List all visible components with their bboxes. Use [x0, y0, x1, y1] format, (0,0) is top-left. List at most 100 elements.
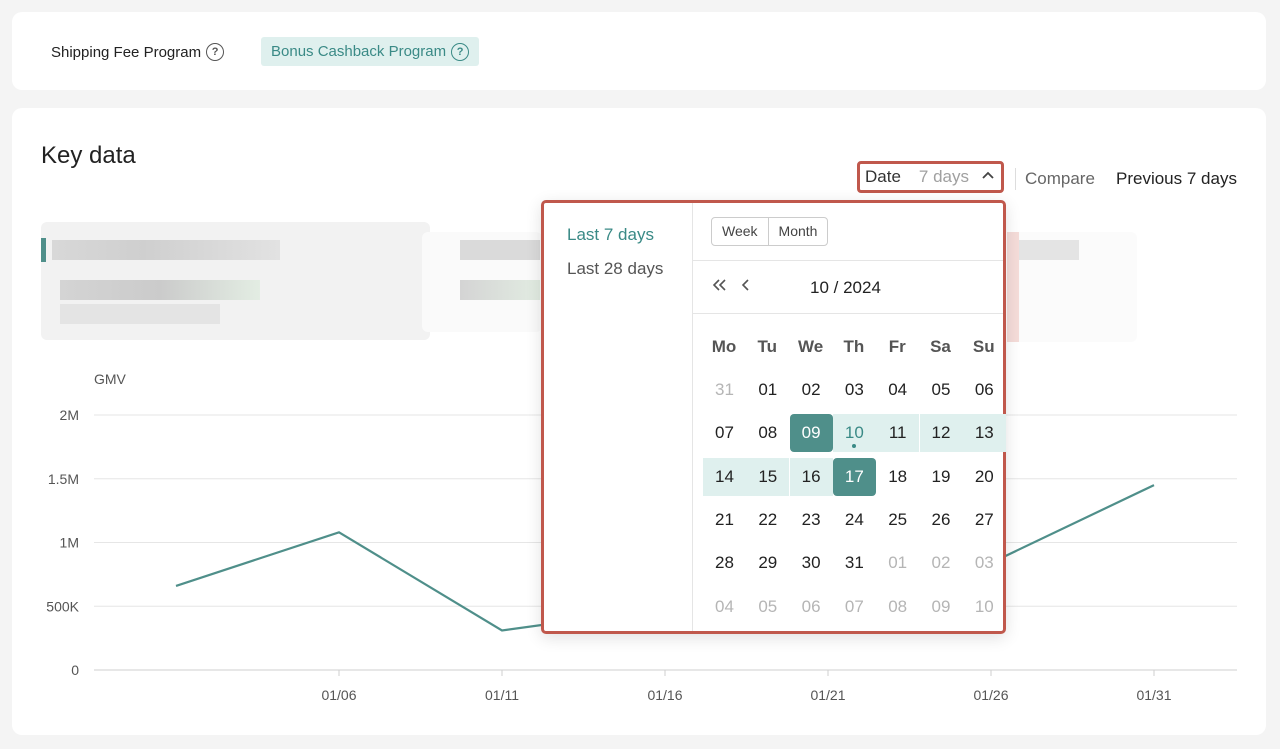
metric-card-blurred: [422, 232, 542, 332]
calendar-day[interactable]: 16: [789, 457, 833, 496]
calendar-day[interactable]: 06: [801, 596, 821, 616]
divider: [692, 313, 1003, 314]
calendar-day[interactable]: 07: [715, 423, 734, 443]
pixelated-block: [460, 280, 540, 300]
calendar-day[interactable]: 26: [931, 509, 951, 529]
compare-label: Compare: [1025, 169, 1095, 188]
program-tabs-card: Shipping Fee Program ? Bonus Cashback Pr…: [12, 12, 1266, 90]
calendar-day[interactable]: 04: [888, 380, 908, 399]
calendar-day[interactable]: 31: [715, 380, 734, 399]
quick-range-last-28-days[interactable]: Last 28 days: [567, 259, 664, 278]
pixelated-block: [52, 240, 280, 260]
divider: [1015, 168, 1016, 190]
calendar-day[interactable]: 22: [758, 509, 778, 529]
calendar-day[interactable]: 29: [758, 553, 778, 573]
y-axis-label: GMV: [94, 371, 127, 387]
date-value: 7 days: [918, 167, 970, 186]
date-range-picker[interactable]: Date 7 days: [857, 161, 1004, 193]
pixelated-block: [1019, 240, 1079, 260]
calendar-day[interactable]: 01: [758, 380, 778, 399]
calendar-day[interactable]: 23: [801, 509, 821, 529]
y-tick-label: 500K: [46, 598, 79, 614]
calendar-day[interactable]: 24: [844, 509, 864, 529]
calendar-day[interactable]: 21: [715, 509, 734, 529]
calendar-day[interactable]: 03: [844, 380, 864, 399]
calendar-month-label: 10 / 2024: [810, 278, 881, 297]
weekday-header: Fr: [888, 337, 906, 356]
tab-shipping-label: Shipping Fee Program: [51, 43, 202, 61]
calendar-day[interactable]: 14: [703, 457, 746, 496]
pixelated-block: [460, 240, 540, 260]
weekday-header: Th: [843, 337, 865, 356]
weekday-header: Mo: [711, 337, 737, 356]
y-tick-label: 0: [71, 662, 79, 678]
metric-accent-bar: [1007, 232, 1019, 342]
calendar-day[interactable]: 15: [746, 457, 790, 496]
divider: [692, 260, 1003, 261]
calendar-day[interactable]: 27: [974, 509, 994, 529]
calendar-day[interactable]: 05: [758, 596, 778, 616]
chevron-left-icon[interactable]: [740, 277, 750, 298]
compare-value-selector[interactable]: Previous 7 days: [1116, 169, 1237, 188]
calendar-day[interactable]: 08: [758, 423, 778, 443]
series-line: [175, 484, 1155, 632]
chevron-up-icon: [981, 169, 995, 186]
calendar-day[interactable]: 06: [974, 380, 994, 399]
quick-range-last-7-days[interactable]: Last 7 days: [567, 225, 654, 244]
calendar-day[interactable]: 28: [715, 553, 734, 573]
weekday-header: Sa: [930, 337, 951, 356]
x-tick-label: 01/11: [485, 687, 519, 703]
tab-shipping-fee-program[interactable]: Shipping Fee Program ?: [51, 43, 225, 61]
calendar-day[interactable]: 30: [801, 553, 821, 573]
tab-bonus-label: Bonus Cashback Program: [271, 43, 447, 60]
calendar-day[interactable]: 03: [974, 553, 994, 573]
week-toggle-button[interactable]: Week: [722, 223, 758, 239]
help-icon[interactable]: ?: [451, 42, 470, 61]
calendar-day[interactable]: 25: [888, 509, 908, 529]
section-title: Key data: [41, 142, 136, 169]
calendar-day[interactable]: 13: [962, 414, 1006, 453]
metric-card-blurred: [1007, 232, 1137, 342]
x-tick-label: 01/06: [321, 687, 356, 703]
weekday-header: Tu: [757, 337, 778, 356]
calendar-day[interactable]: 05: [931, 380, 951, 399]
calendar-day[interactable]: 10: [974, 596, 994, 616]
month-toggle-button[interactable]: Month: [767, 218, 828, 245]
calendar-day[interactable]: 04: [715, 596, 734, 616]
pixelated-block: [60, 280, 260, 300]
x-tick-label: 01/21: [810, 687, 845, 703]
calendar-day[interactable]: 31: [844, 553, 864, 573]
y-tick-label: 1.5M: [48, 471, 79, 487]
weekday-header: We: [797, 337, 824, 356]
calendar-day[interactable]: 11: [876, 414, 920, 453]
y-tick-label: 1M: [60, 535, 79, 551]
calendar-day[interactable]: 20: [974, 466, 994, 486]
date-picker-popup: Last 7 days Last 28 days Week Month 10 /…: [541, 200, 1006, 634]
metric-accent-bar: [41, 238, 46, 262]
y-tick-label: 2M: [60, 407, 79, 423]
calendar-day[interactable]: 10: [832, 414, 876, 453]
calendar-day[interactable]: 07: [844, 596, 864, 616]
calendar-day[interactable]: 18: [888, 466, 908, 486]
tab-bonus-cashback-program[interactable]: Bonus Cashback Program ?: [261, 37, 480, 66]
calendar-day[interactable]: 01: [888, 553, 908, 573]
quick-range-panel: Last 7 days Last 28 days: [544, 203, 693, 631]
calendar-day[interactable]: 08: [888, 596, 908, 616]
help-icon[interactable]: ?: [206, 43, 225, 61]
weekday-header: Su: [972, 337, 995, 356]
double-chevron-left-icon[interactable]: [711, 277, 727, 298]
granularity-toggle: Week Month: [711, 217, 829, 246]
calendar-day[interactable]: 09: [789, 414, 833, 453]
date-label: Date: [865, 167, 901, 186]
x-tick-label: 01/26: [973, 687, 1008, 703]
calendar-day[interactable]: 02: [931, 553, 951, 573]
x-tick-label: 01/31: [1136, 687, 1171, 703]
calendar-day[interactable]: 09: [931, 596, 951, 616]
metric-card-blurred: [41, 222, 430, 340]
calendar-day[interactable]: 12: [919, 414, 963, 453]
today-indicator-dot: [851, 444, 856, 449]
calendar-day[interactable]: 02: [801, 380, 821, 399]
calendar-day[interactable]: 19: [931, 466, 951, 486]
calendar-day[interactable]: 17: [832, 457, 876, 496]
pixelated-block: [60, 304, 220, 324]
